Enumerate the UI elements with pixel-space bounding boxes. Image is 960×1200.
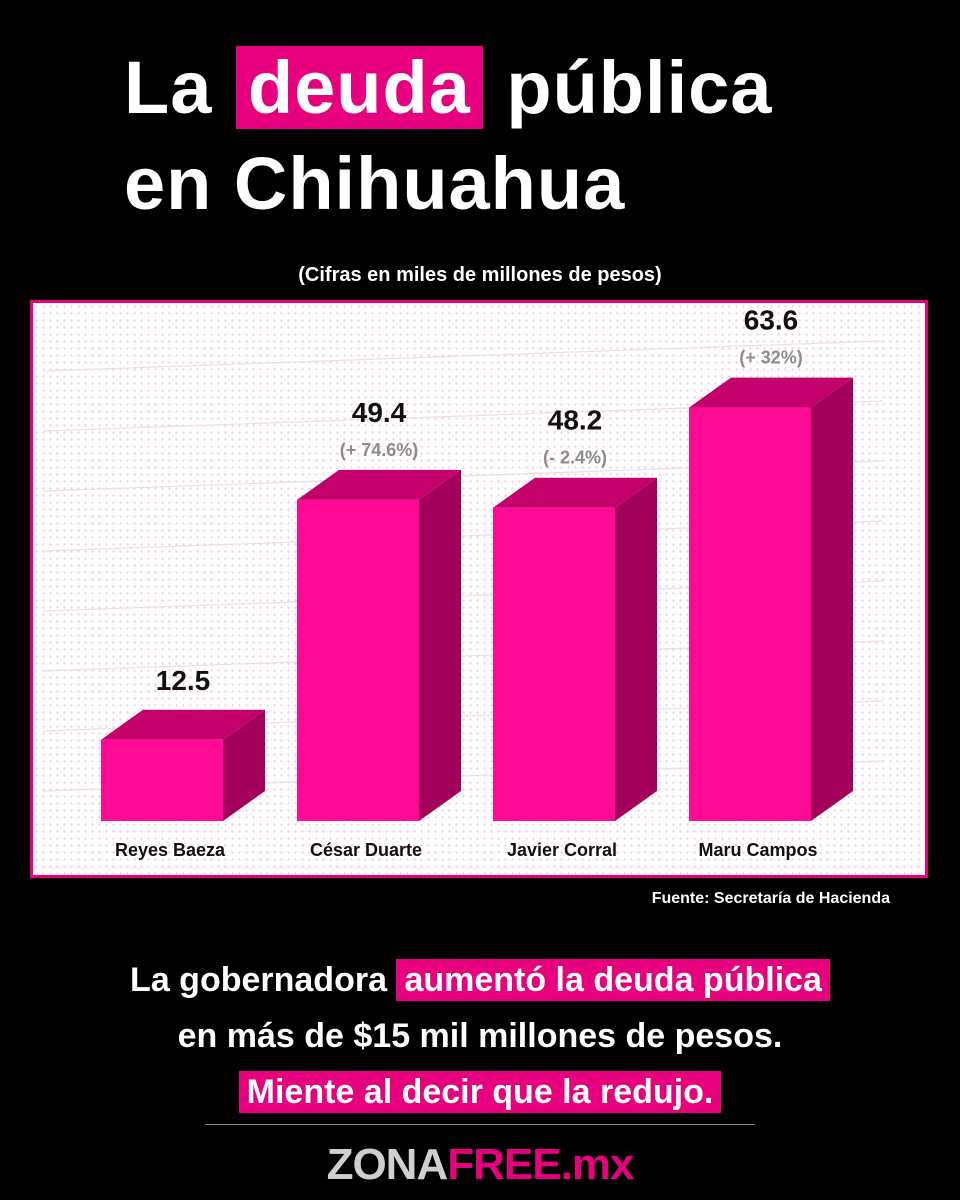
page-title: La deuda pública en Chihuahua: [124, 40, 772, 232]
category-label: Javier Corral: [507, 840, 617, 860]
change-label: (+ 32%): [739, 348, 803, 368]
message-line-1: La gobernadora aumentó la deuda pública: [0, 952, 960, 1008]
message-line1-text: La gobernadora: [130, 961, 387, 999]
data-label: 49.4: [352, 397, 407, 428]
bar-side: [615, 477, 657, 821]
data-label: 63.6: [744, 305, 799, 336]
category-label: César Duarte: [310, 840, 422, 860]
message-line3-highlight: Miente al decir que la redujo.: [238, 1071, 722, 1113]
title-line2: en Chihuahua: [124, 142, 626, 225]
bar-top: [493, 477, 657, 508]
category-label: Maru Campos: [698, 840, 817, 860]
bar-side: [811, 377, 853, 821]
bar-top: [101, 709, 265, 740]
brand-logo: ZONAFREE.mx: [0, 1140, 960, 1190]
bar: [689, 407, 811, 821]
data-label: 12.5: [156, 665, 211, 696]
bar-side: [223, 709, 265, 821]
divider: [205, 1124, 755, 1125]
title-highlight: deuda: [235, 46, 483, 129]
bar: [101, 739, 223, 821]
message-line-2: en más de $15 mil millones de pesos.: [177, 1017, 783, 1055]
message-line-3: Miente al decir que la redujo.: [0, 1064, 960, 1120]
category-label: Reyes Baeza: [115, 840, 226, 860]
brand-part-zona: ZONA: [326, 1140, 449, 1189]
chart-subtitle: (Cifras en miles de millones de pesos): [298, 264, 662, 286]
bar: [297, 499, 419, 821]
data-label: 48.2: [548, 405, 603, 436]
message-block: La gobernadora aumentó la deuda pública …: [0, 952, 960, 1120]
change-label: (+ 74.6%): [340, 440, 419, 460]
bar-top: [689, 377, 853, 408]
title-word-la: La: [124, 46, 213, 129]
message-line1-highlight: aumentó la deuda pública: [396, 959, 830, 1001]
bar-side: [419, 469, 461, 821]
grid-line: [42, 340, 884, 372]
change-label: (- 2.4%): [543, 448, 607, 468]
source-note: Fuente: Secretaría de Hacienda: [651, 890, 890, 907]
chart-panel: 12.5 Reyes Baeza 49.4 (+ 74.6%) César Duarte…: [30, 300, 928, 878]
brand-part-free: FREE: [447, 1140, 561, 1189]
bar-top: [297, 469, 461, 500]
title-word-publica: pública: [506, 46, 773, 129]
brand-part-mx: .mx: [560, 1140, 635, 1189]
bar-chart: 12.5 Reyes Baeza 49.4 (+ 74.6%) César Duarte…: [42, 305, 884, 860]
bar: [493, 507, 615, 821]
